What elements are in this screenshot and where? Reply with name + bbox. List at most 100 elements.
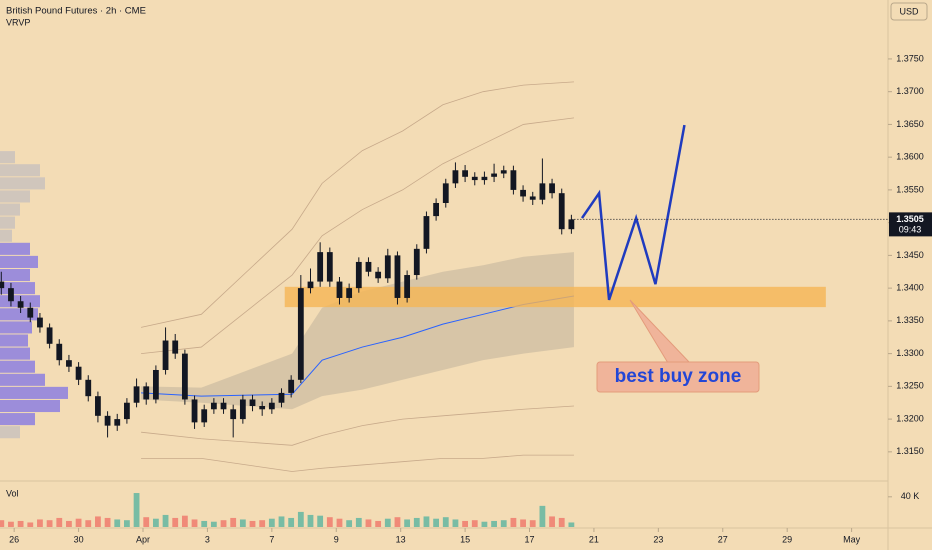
candle-body [297, 288, 304, 380]
volume-bar [210, 521, 217, 527]
x-tick-label: 15 [460, 534, 470, 544]
x-tick-label: 30 [74, 534, 84, 544]
candle-body [384, 255, 391, 279]
candle-body [510, 170, 517, 190]
candle-body [172, 340, 179, 354]
volume-bar [404, 519, 411, 527]
candle-body [375, 271, 382, 279]
profile-bar [0, 216, 15, 229]
x-tick-label: 23 [653, 534, 663, 544]
volume-bar [336, 518, 343, 527]
candle-body [46, 327, 53, 344]
vwap-line [141, 295, 575, 397]
y-tick-label: 1.3700 [896, 86, 924, 96]
candle-body [152, 369, 159, 400]
volume-bar [278, 516, 285, 527]
volume-bar [355, 517, 362, 527]
volume-bar [66, 520, 72, 527]
volume-bar [124, 520, 130, 527]
y-tick-label: 1.3650 [896, 119, 924, 129]
volume-bar [471, 520, 478, 527]
candle-body [288, 379, 295, 393]
volume-bar [17, 520, 24, 527]
candle-body [95, 396, 101, 416]
candle-body [249, 399, 256, 407]
candle-body [549, 183, 555, 194]
volume-bar [442, 517, 449, 527]
volume-bar [375, 520, 382, 527]
volume-bar [0, 520, 5, 527]
x-tick-label: May [843, 534, 861, 544]
y-tick-label: 1.3150 [896, 446, 924, 456]
volume-bar [191, 519, 198, 527]
volume-bar [558, 517, 565, 527]
x-tick-label: 17 [525, 534, 535, 544]
candle-body [317, 252, 324, 282]
profile-bar [0, 268, 30, 282]
profile-bar [0, 229, 12, 242]
volume-bar [259, 520, 266, 527]
candle-body [423, 216, 430, 249]
candle-body [326, 252, 333, 282]
profile-bar [0, 334, 28, 347]
candle-body [336, 281, 343, 298]
volume-bar [568, 522, 575, 527]
volume-bar [423, 516, 430, 527]
y-tick-label: 1.3350 [896, 315, 924, 325]
volume-bar [384, 518, 391, 527]
profile-bar [0, 203, 20, 216]
volume-bar [162, 514, 169, 527]
candle-body [491, 173, 497, 177]
volume-bar [462, 520, 468, 527]
profile-bar [0, 399, 60, 413]
candle-body [346, 288, 353, 298]
profile-bar [0, 413, 35, 426]
volume-bar [500, 520, 507, 527]
x-tick-label: 9 [334, 534, 339, 544]
volume-bar [104, 517, 111, 527]
profile-bar [0, 164, 40, 177]
volume-bar [394, 517, 401, 527]
volume-bar [8, 521, 14, 527]
callout-box [596, 361, 760, 393]
candle-body [442, 183, 449, 204]
indicator-label: VRVP [6, 17, 30, 27]
profile-bar [0, 426, 20, 439]
volume-bar [288, 517, 295, 527]
candle-body [355, 261, 362, 289]
candle-body [37, 317, 43, 328]
volume-bar [95, 516, 101, 527]
annotation: best buy zone [615, 366, 742, 387]
volume-bar [85, 520, 92, 527]
volume-bar [529, 520, 536, 527]
volume-bar [491, 520, 497, 527]
currency-box[interactable] [890, 2, 928, 21]
candle-body [500, 170, 507, 174]
last-price-label: 1.3505 [896, 214, 924, 224]
volume-bar [46, 520, 53, 527]
candle-body [239, 399, 246, 420]
last-price-tag [889, 212, 932, 237]
y-tick-label: 1.3450 [896, 250, 924, 260]
candle-body [143, 386, 150, 400]
volume-bar [201, 520, 208, 527]
volume-bar [249, 520, 256, 527]
volume-bar [452, 519, 459, 527]
currency[interactable]: USD [899, 6, 919, 16]
volume-bar [114, 519, 121, 527]
buy-zone [284, 286, 826, 308]
projection-line [580, 124, 686, 301]
candle-body [529, 196, 536, 200]
candle-body [210, 402, 217, 410]
volume-bar [239, 519, 246, 527]
volume-bar [220, 520, 227, 527]
y-tick-label: 1.3600 [896, 152, 924, 162]
volume-bar [317, 515, 324, 527]
volume-bar [230, 517, 237, 527]
candle-body [404, 275, 411, 298]
candle-body [17, 301, 24, 308]
profile-bar [0, 151, 15, 164]
profile-bar [0, 177, 45, 190]
volume-bar [539, 505, 546, 527]
volume-bar [307, 514, 314, 527]
